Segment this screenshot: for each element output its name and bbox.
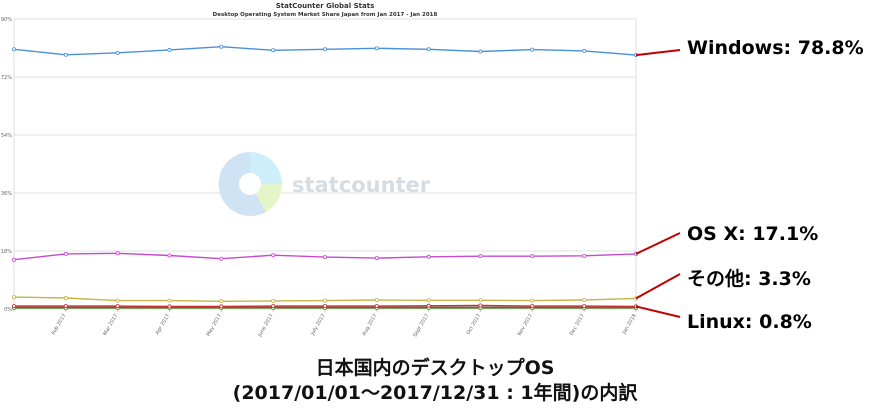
series-lines	[11, 44, 639, 311]
data-point	[167, 304, 172, 309]
series-OS X	[11, 251, 639, 262]
data-point	[478, 254, 483, 259]
data-point	[63, 52, 68, 57]
data-point	[322, 47, 327, 52]
data-point	[478, 298, 483, 303]
x-tick-label: Jan 2018	[621, 313, 638, 336]
callout-label: その他: 3.3%	[687, 267, 811, 290]
callout-4: Linux: 0.8%	[635, 305, 812, 333]
data-point	[219, 256, 224, 261]
callout-leader	[635, 305, 681, 318]
x-tick-label: Mar 2017	[102, 313, 119, 337]
data-point	[582, 48, 587, 53]
data-point	[374, 297, 379, 302]
callout-label: Windows: 78.8%	[687, 37, 864, 59]
callouts: Windows: 78.8% OS X: 17.1% その他: 3.3% Linux:…	[635, 37, 864, 333]
data-point	[219, 304, 224, 309]
data-point	[426, 47, 431, 52]
x-axis: Feb 2017 Mar 2017 Apr 2017 May 2017 June 201…	[13, 309, 638, 339]
data-point	[167, 47, 172, 52]
data-point	[167, 298, 172, 303]
x-tick-label: Sept 2017	[412, 313, 430, 338]
x-tick-label: Feb 2017	[51, 313, 68, 336]
data-point	[426, 298, 431, 303]
statcounter-watermark: statcounter	[218, 152, 431, 216]
y-tick-label: 90%	[1, 17, 12, 23]
series-Windows	[11, 44, 639, 58]
y-tick-label: 54%	[1, 133, 12, 139]
data-point	[582, 297, 587, 302]
x-tick-label: Nov 2017	[517, 313, 534, 337]
data-point	[530, 304, 535, 309]
data-point	[582, 253, 587, 258]
data-point	[322, 304, 327, 309]
data-point	[115, 251, 120, 256]
x-tick-label: Aug 2017	[361, 313, 378, 337]
data-point	[374, 304, 379, 309]
data-point	[271, 48, 276, 53]
data-point	[219, 299, 224, 304]
data-point	[11, 295, 16, 300]
data-point	[271, 298, 276, 303]
plot-border	[13, 18, 637, 310]
data-point	[426, 254, 431, 259]
data-point	[219, 44, 224, 49]
x-tick-label: July 2017	[309, 313, 326, 337]
watermark-text: statcounter	[292, 173, 431, 197]
x-tick-label: May 2017	[206, 313, 224, 337]
data-point	[11, 304, 16, 309]
y-axis: 0% 18% 36% 54% 72% 90%	[1, 17, 12, 313]
statcounter-logo-icon	[218, 152, 283, 216]
x-tick-label: Apr 2017	[155, 313, 172, 336]
callout-label: Linux: 0.8%	[687, 311, 812, 333]
gridlines	[13, 18, 637, 310]
callout-leader	[635, 232, 681, 255]
data-point	[530, 254, 535, 259]
data-point	[530, 298, 535, 303]
data-point	[271, 253, 276, 258]
data-point	[11, 257, 16, 262]
x-tick-label: Oct 2017	[466, 313, 483, 336]
data-point	[322, 298, 327, 303]
data-point	[167, 253, 172, 258]
caption-line-2: (2017/01/01〜2017/12/31 : 1年間)の内訳	[232, 382, 638, 404]
data-point	[478, 49, 483, 54]
data-point	[115, 298, 120, 303]
caption-line-1: 日本国内のデスクトップOS	[315, 357, 555, 379]
data-point	[374, 256, 379, 261]
data-point	[478, 303, 483, 308]
series-その他	[11, 295, 639, 304]
data-point	[63, 304, 68, 309]
data-point	[115, 304, 120, 309]
data-point	[374, 46, 379, 51]
y-tick-label: 0%	[4, 307, 12, 313]
data-point	[322, 255, 327, 260]
callout-1: Windows: 78.8%	[635, 37, 864, 59]
y-tick-label: 36%	[1, 191, 12, 197]
callout-2: OS X: 17.1%	[635, 223, 818, 255]
data-point	[530, 47, 535, 52]
callout-leader	[635, 273, 681, 300]
data-point	[63, 296, 68, 301]
data-point	[11, 47, 16, 52]
callout-leader	[635, 49, 681, 57]
data-point	[115, 50, 120, 55]
y-tick-label: 18%	[1, 249, 12, 255]
chart-title: StatCounter Global Stats	[276, 2, 375, 10]
x-tick-label: June 2017	[257, 313, 275, 339]
data-point	[63, 251, 68, 256]
callout-label: OS X: 17.1%	[687, 223, 818, 245]
chart-subtitle: Desktop Operating System Market Share Ja…	[213, 12, 438, 18]
x-tick-label: Dec 2017	[569, 313, 586, 337]
data-point	[426, 303, 431, 308]
y-tick-label: 72%	[1, 75, 12, 81]
series-Linux	[11, 303, 639, 309]
data-point	[582, 304, 587, 309]
callout-3: その他: 3.3%	[635, 267, 811, 300]
data-point	[271, 304, 276, 309]
